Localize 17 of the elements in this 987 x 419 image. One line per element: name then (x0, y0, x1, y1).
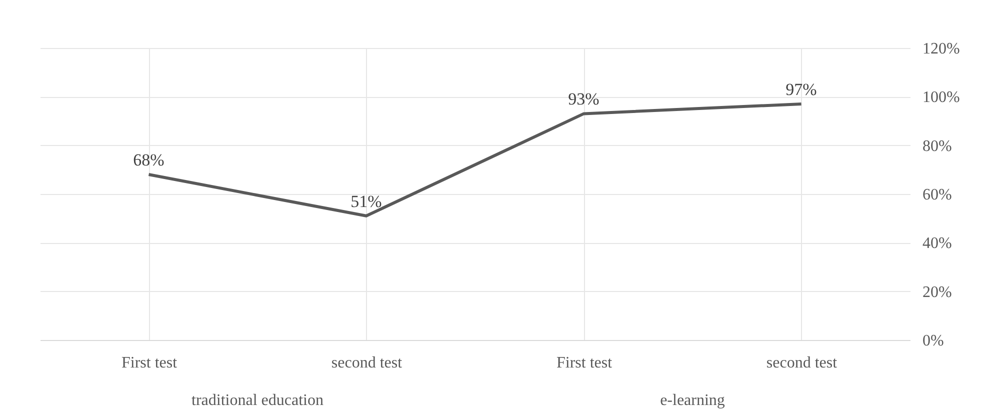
data-label: 68% (133, 150, 164, 170)
text: e-learning (660, 392, 725, 409)
x-tick-label: second test (766, 354, 838, 372)
y-tick-label: 80% (922, 138, 952, 155)
y-tick-label: 100% (922, 89, 960, 106)
y-tick-label: 0% (922, 332, 944, 350)
y-tick-label: 40% (922, 235, 952, 252)
x-tick-label: second test (331, 354, 403, 372)
y-tick-label: 120% (922, 40, 960, 58)
data-label: 93% (568, 90, 600, 109)
x-tick-label: First test (121, 354, 178, 372)
text: traditional education (192, 392, 324, 409)
y-tick-label: 20% (922, 284, 952, 301)
y-tick-label: 60% (922, 186, 952, 204)
data-label: 51% (350, 192, 382, 211)
data-label: 97% (786, 80, 817, 99)
x-tick-label: First test (556, 354, 613, 372)
